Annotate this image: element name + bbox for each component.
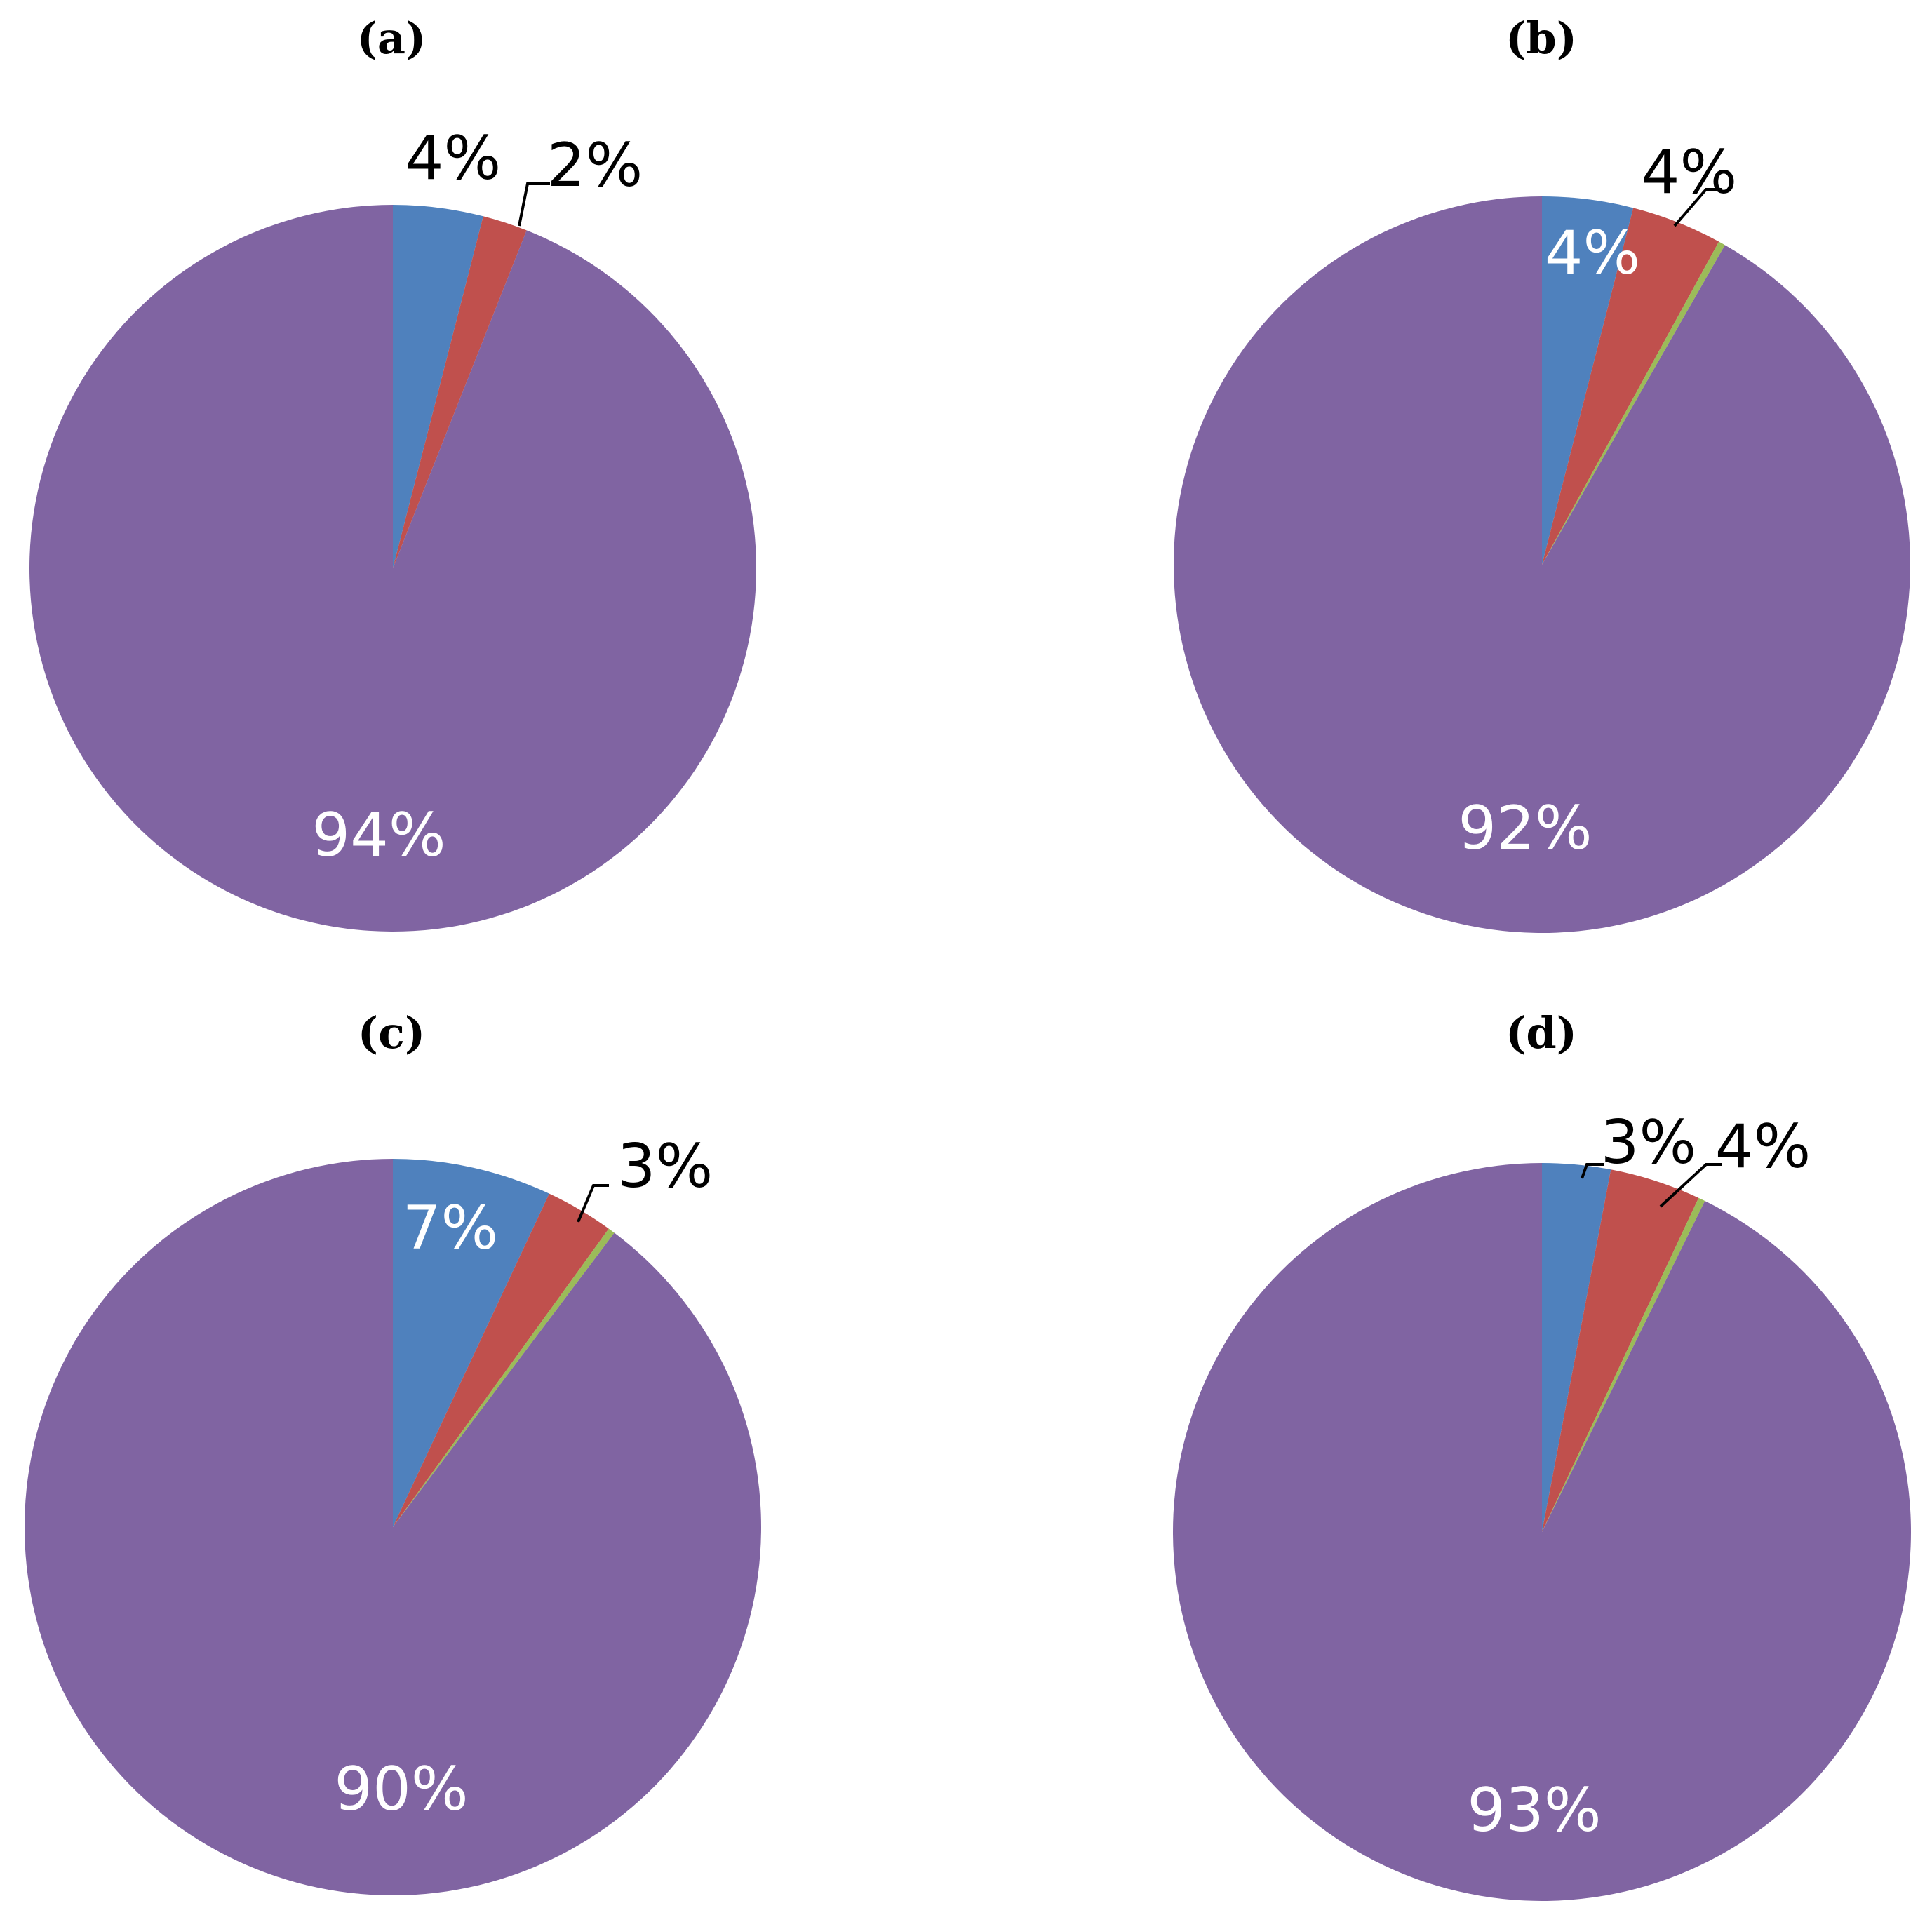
pie-chart-b: (b) 4% 4% 92%: [966, 0, 1932, 961]
data-label: 94%: [311, 800, 445, 871]
pie-chart-svg: 4%4% 92%: [1174, 137, 1910, 933]
data-label: 3%: [617, 1131, 713, 1202]
data-label: 7%: [403, 1193, 498, 1263]
pie-chart-c: (c) 7% 3% 90%: [0, 961, 966, 1922]
data-label: 93%: [1467, 1775, 1601, 1846]
pie-chart-a: (a) 4% 2% 94%: [0, 0, 966, 961]
leader-line: [577, 1184, 609, 1223]
chart-title: (d): [1505, 1007, 1578, 1059]
data-label: 4%: [405, 123, 501, 194]
data-label: 90%: [334, 1754, 468, 1824]
pie-slice-red: [393, 1193, 609, 1527]
pie-slice-green: [1542, 1197, 1705, 1532]
leader-line: [1581, 1163, 1604, 1179]
leader-line: [1659, 1163, 1722, 1208]
pie-slice-red: [1542, 1169, 1699, 1532]
pie-slice-blue: [1542, 1163, 1611, 1532]
chart-title: (c): [357, 1007, 426, 1059]
pie-slice-green: [1542, 241, 1725, 565]
data-label: 2%: [547, 130, 643, 201]
data-label: 3%: [1601, 1108, 1696, 1178]
pie-slice-purple: [1172, 1163, 1911, 1901]
pie-slice-green: [393, 1228, 615, 1527]
chart-title: (a): [356, 13, 427, 64]
pie-slice-purple: [29, 205, 757, 932]
pie-chart-d: (d) 3% 4% 93%: [966, 961, 1932, 1922]
pie-slice-red: [393, 216, 527, 568]
data-label: 4%: [1642, 137, 1737, 208]
data-label: 4%: [1545, 218, 1640, 288]
data-label: 92%: [1458, 793, 1592, 863]
chart-title: (b): [1505, 13, 1578, 64]
pie-slice-purple: [24, 1159, 761, 1895]
pie-chart-svg: 3% 4% 93%: [1172, 1108, 1911, 1901]
pie-slice-blue: [393, 205, 483, 568]
pie-slice-blue: [1542, 196, 1634, 565]
leader-line: [518, 182, 550, 227]
pie-chart-svg: 4% 2% 94%: [29, 123, 757, 932]
pie-slice-purple: [1174, 196, 1910, 933]
pie-slice-blue: [393, 1159, 549, 1527]
pie-chart-svg: 7% 3% 90%: [24, 1131, 761, 1895]
data-label: 4%: [1715, 1112, 1811, 1182]
leader-line: [1673, 188, 1722, 227]
pie-slice-red: [1542, 208, 1719, 565]
